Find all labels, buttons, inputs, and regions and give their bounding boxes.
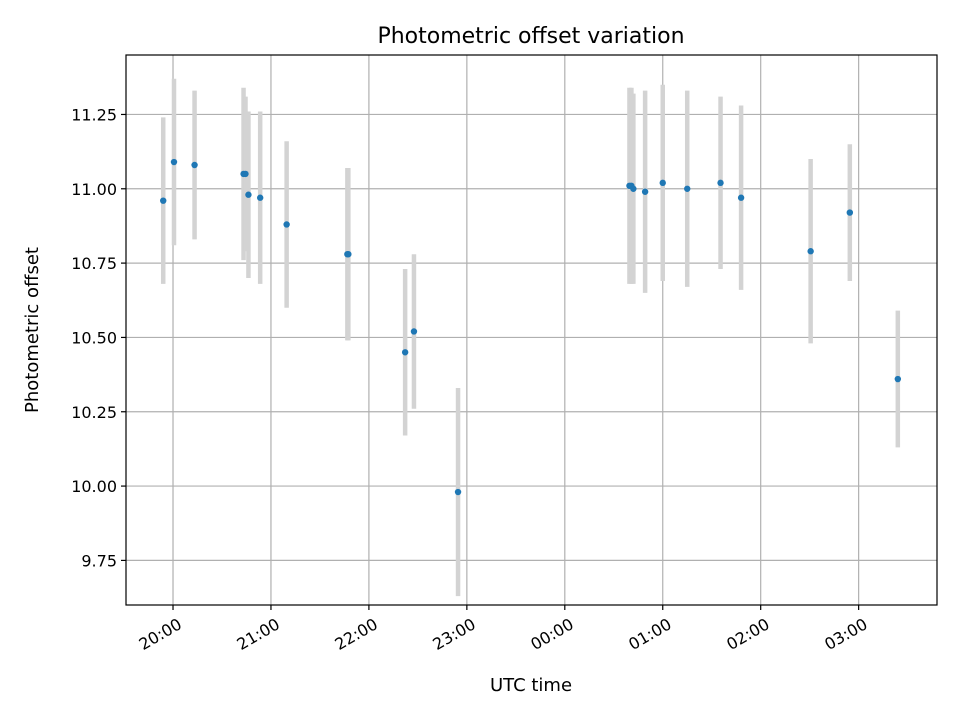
data-point [454, 488, 462, 496]
data-point [630, 185, 637, 192]
y-tick-label: 9.75 [81, 551, 117, 570]
y-tick-label: 10.00 [71, 477, 117, 496]
y-tick-label: 10.75 [71, 254, 117, 273]
data-point [242, 170, 249, 178]
y-tick-label: 10.25 [71, 403, 117, 422]
data-point [894, 375, 902, 383]
data-point [410, 328, 418, 335]
data-point [256, 194, 264, 201]
data-point [807, 248, 814, 255]
data-point [245, 191, 252, 198]
data-point [659, 179, 666, 187]
data-point [160, 197, 167, 204]
data-point [737, 194, 745, 201]
y-axis-ticks: 9.75 10.00 10.25 10.50 10.75 11.00 11.25 [71, 105, 126, 570]
plot-frame [125, 54, 938, 606]
data-points [160, 158, 902, 496]
data-point [170, 158, 178, 166]
data-point [641, 188, 649, 195]
y-tick-label: 10.50 [71, 328, 117, 347]
data-point [717, 179, 724, 187]
data-point [401, 349, 409, 356]
data-point [684, 185, 691, 192]
y-axis-label: Photometric offset [22, 247, 43, 413]
data-point [345, 250, 352, 258]
chart-title: Photometric offset variation [377, 24, 684, 49]
x-axis-label: UTC time [490, 675, 572, 696]
data-point [283, 221, 290, 228]
data-point [191, 161, 198, 169]
data-point [846, 209, 854, 216]
y-tick-label: 11.00 [71, 180, 117, 199]
y-tick-label: 11.25 [71, 105, 117, 124]
